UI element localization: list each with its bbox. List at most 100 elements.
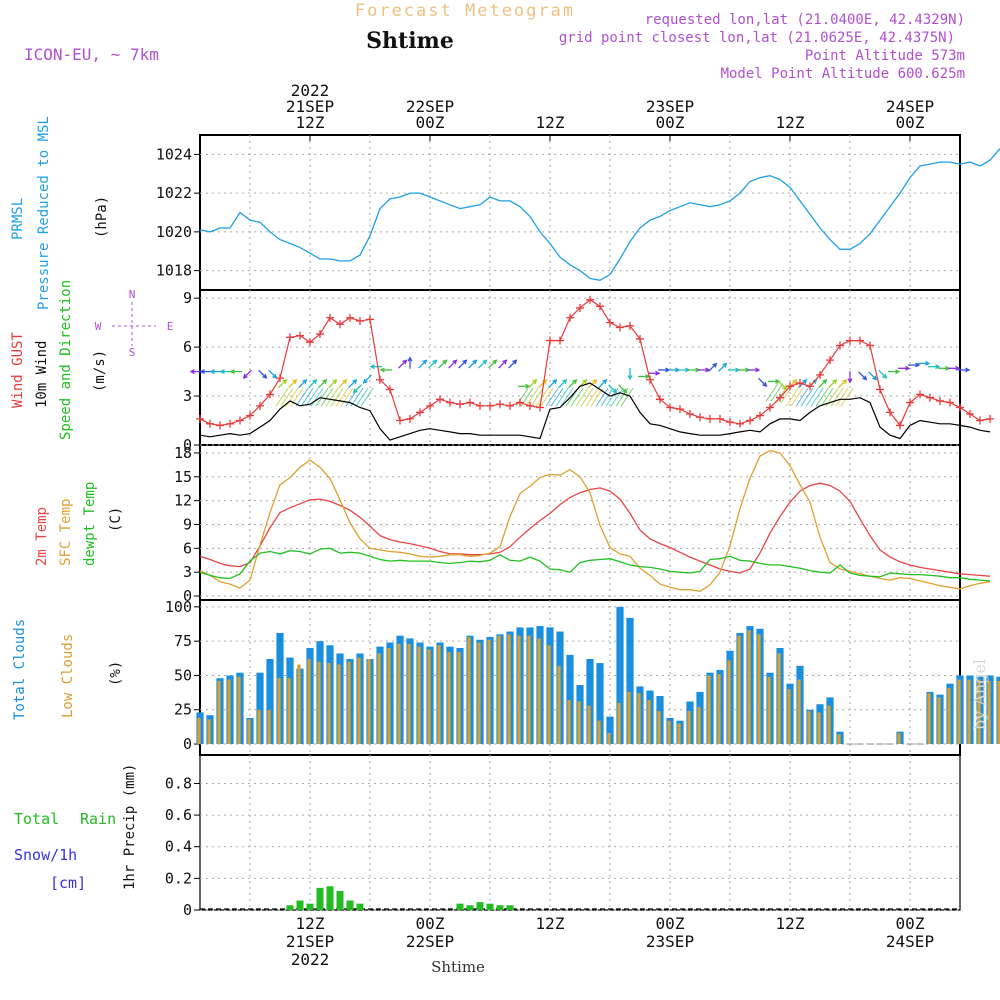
wind-hatch xyxy=(300,388,314,407)
wind-frame xyxy=(199,289,961,446)
wind-unit: (m/s) xyxy=(92,350,108,392)
wind-arrow xyxy=(847,371,853,384)
location-title: Shtime xyxy=(366,28,454,54)
model-label: ICON-EU, ~ 7km xyxy=(24,45,159,64)
wind-arrow xyxy=(369,364,382,370)
wind-arrow-head xyxy=(782,385,788,391)
wind-arrow-head xyxy=(822,379,828,384)
gust-marker xyxy=(686,410,694,418)
wind-arrow-head xyxy=(705,367,711,373)
wind-arrow-shaft xyxy=(548,379,557,389)
low-cloud-bar xyxy=(817,712,821,745)
low-cloud-bar xyxy=(577,701,581,745)
wind-arrow-shaft xyxy=(428,359,437,369)
wind-speed-line xyxy=(199,382,991,441)
gust-marker xyxy=(726,418,734,427)
wind-arrow-head xyxy=(342,379,348,384)
wind-arrow xyxy=(268,369,278,379)
wind-arrow xyxy=(458,359,468,369)
gust-marker xyxy=(836,341,844,350)
wind-arrow xyxy=(785,379,804,407)
gust-marker xyxy=(356,317,364,325)
wind-hatch xyxy=(320,388,334,407)
wind-arrow-head xyxy=(655,370,661,376)
wind-arrow xyxy=(888,369,901,375)
low-cloud-bar xyxy=(687,711,691,745)
gust-marker xyxy=(876,385,884,394)
wind-arrow-head xyxy=(882,373,888,379)
low-cloud-bar xyxy=(217,680,221,745)
low-clouds-label: Low Clouds xyxy=(60,634,76,718)
wind-arrow-shaft xyxy=(438,359,447,369)
wind-arrow-head xyxy=(322,379,328,384)
bottom-time-label: 12Z xyxy=(536,914,565,933)
wind-arrow xyxy=(878,369,888,379)
wind-arrow-shaft xyxy=(878,369,887,379)
gust-marker xyxy=(866,341,874,350)
total-clouds-label: Total Clouds xyxy=(12,619,28,720)
low-cloud-bar xyxy=(897,733,901,745)
wind-hatch xyxy=(560,388,574,407)
clouds-ytick-label: 75 xyxy=(174,632,192,650)
gust-marker xyxy=(376,375,384,384)
gust-label: Wind GUST xyxy=(10,332,26,408)
wind-arrow-head xyxy=(572,379,578,384)
wind-arrow-shaft xyxy=(718,363,727,372)
wind-arrow-shaft xyxy=(828,379,837,389)
wind-arrow-shaft xyxy=(243,369,252,379)
low-cloud-bar xyxy=(487,639,491,745)
wind-arrow-head xyxy=(369,364,375,370)
gust-marker xyxy=(596,302,604,311)
gust-marker xyxy=(806,382,814,391)
wind-arrow xyxy=(468,359,478,369)
gust-marker xyxy=(306,338,314,347)
total-cloud-bar xyxy=(606,716,614,745)
wind-arrow-shaft xyxy=(458,359,467,369)
gust-marker xyxy=(786,382,794,391)
compass-s: S xyxy=(129,346,136,359)
low-cloud-bar xyxy=(957,679,961,745)
gust-marker xyxy=(906,398,914,407)
wind-arrow xyxy=(678,367,691,373)
temp-ytick-label: 9 xyxy=(183,515,192,533)
pressure-series-line xyxy=(199,148,1000,281)
top-time-label: 00Z xyxy=(416,113,445,132)
gust-marker xyxy=(926,393,934,402)
gust-marker xyxy=(776,393,784,402)
precip-ytick-label: 0 xyxy=(183,901,192,919)
low-cloud-bar xyxy=(727,660,731,745)
clouds-ytick-label: 0 xyxy=(183,735,192,753)
low-cloud-bar xyxy=(457,652,461,745)
wind-arrow xyxy=(545,379,564,407)
wind-arrow-shaft xyxy=(268,369,277,379)
wind-arrow-shaft xyxy=(488,359,497,369)
gust-marker xyxy=(666,403,674,412)
gust-marker xyxy=(956,403,964,412)
gust-marker xyxy=(826,356,834,365)
wind-arrow xyxy=(758,377,768,387)
wind-arrow-head xyxy=(847,378,853,384)
wind-hatch xyxy=(325,388,339,407)
wind-hatch xyxy=(780,384,794,404)
temp-ytick-label: 12 xyxy=(174,492,192,510)
wind-arrow xyxy=(958,367,971,373)
rain-bar xyxy=(286,905,294,910)
gust-marker xyxy=(616,323,624,332)
rain-bar xyxy=(476,902,484,910)
total-cloud-bar xyxy=(626,617,634,745)
wind-arrow xyxy=(638,373,651,379)
gust-marker xyxy=(456,400,464,409)
wind-arrow-shaft xyxy=(478,359,487,369)
wind-hatch xyxy=(770,383,784,402)
low-cloud-bar xyxy=(567,700,571,745)
wind-arrow-shaft xyxy=(508,359,517,369)
wind-arrow-head xyxy=(462,359,468,365)
wind-arrow-head xyxy=(512,359,518,365)
low-cloud-bar xyxy=(947,687,951,745)
low-cloud-bar xyxy=(247,719,251,745)
low-cloud-bar xyxy=(607,733,611,745)
wind-arrow-head xyxy=(502,359,508,365)
gust-marker xyxy=(246,411,254,420)
wind-hatch xyxy=(530,388,544,407)
